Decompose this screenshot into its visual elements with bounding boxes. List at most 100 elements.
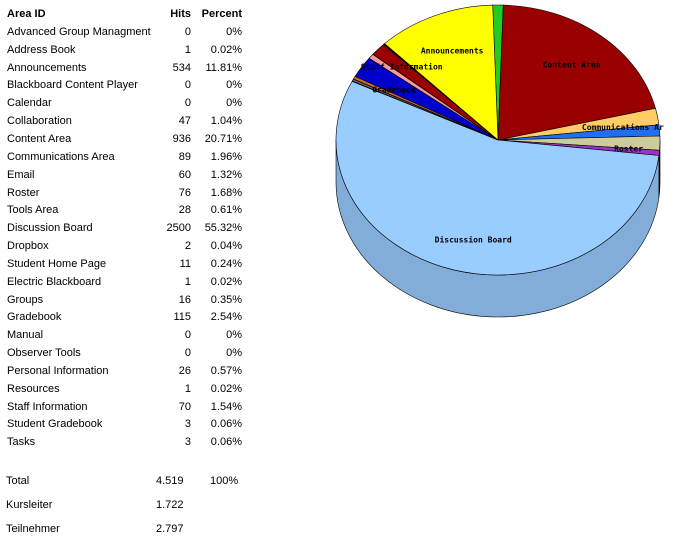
pie-label-staff-information: Staff Information — [361, 62, 443, 72]
table-row: Blackboard Content Player 0 0% — [4, 77, 245, 95]
area-cell: Advanced Group Managment — [7, 25, 151, 38]
percent-cell: 1.54% — [210, 400, 242, 413]
hits-table: Area ID Hits Percent Advanced Group Mana… — [4, 5, 245, 451]
area-cell: Address Book — [7, 43, 76, 56]
percent-cell: 0% — [226, 25, 242, 38]
table-row: Electric Blackboard 1 0.02% — [4, 273, 245, 291]
table-row: Student Gradebook 3 0.06% — [4, 416, 245, 434]
percent-cell: 0.24% — [210, 257, 242, 270]
area-cell: Groups — [7, 293, 44, 306]
table-row: Dropbox 2 0.04% — [4, 237, 245, 255]
table-row: Collaboration 47 1.04% — [4, 112, 245, 130]
area-cell: Discussion Board — [7, 222, 93, 235]
hits-cell: 16 — [178, 293, 191, 306]
pie-label-discussion-board: Discussion Board — [435, 234, 512, 244]
pie-slice-content-area — [497, 4, 656, 141]
total-hits: 4.519 — [156, 475, 184, 487]
hits-cell: 47 — [178, 115, 191, 128]
table-row: Discussion Board 2500 55.32% — [4, 219, 245, 237]
table-row: Tools Area 28 0.61% — [4, 201, 245, 219]
hits-cell: 0 — [184, 347, 191, 360]
percent-cell: 11.81% — [205, 61, 243, 74]
hits-pie-chart: Content Area Communications Ar Roster Discu… — [335, 4, 664, 318]
percent-cell: 0% — [226, 347, 242, 360]
table-row: Tasks 3 0.06% — [4, 433, 245, 451]
hits-cell: 89 — [178, 150, 191, 163]
hits-cell: 2500 — [166, 222, 191, 235]
hits-cell: 0 — [184, 329, 191, 342]
hits-cell: 115 — [173, 311, 191, 324]
column-header-percent: Percent — [201, 8, 242, 20]
percent-cell: 0% — [226, 329, 242, 342]
percent-cell: 20.71% — [204, 132, 242, 145]
hits-cell: 26 — [178, 364, 191, 377]
table-body: Advanced Group Managment 0 0% Address Book 1… — [4, 23, 245, 451]
area-cell: Observer Tools — [7, 347, 81, 360]
kursleiter-hits: 1.722 — [156, 499, 184, 511]
area-cell: Tools Area — [7, 204, 59, 217]
area-cell: Student Home Page — [7, 257, 107, 270]
pie-label-communications-area: Communications Ar — [582, 122, 664, 132]
area-cell: Student Gradebook — [7, 418, 103, 431]
table-row: Announcements 534 11.81% — [4, 59, 245, 77]
percent-cell: 1.32% — [210, 168, 242, 181]
table-row: Content Area 936 20.71% — [4, 130, 245, 148]
area-cell: Communications Area — [7, 150, 115, 163]
percent-cell: 0.02% — [210, 275, 242, 288]
hits-cell: 936 — [172, 132, 191, 145]
total-label: Total — [6, 475, 30, 487]
hits-cell: 70 — [178, 400, 191, 413]
percent-cell: 0.57% — [210, 364, 242, 377]
percent-cell: 0.02% — [210, 382, 242, 395]
pie-label-announcements: Announcements — [421, 47, 484, 56]
area-cell: Calendar — [7, 97, 52, 110]
table-row: Address Book 1 0.02% — [4, 41, 245, 59]
percent-cell: 0.35% — [210, 293, 242, 306]
percent-cell: 0.06% — [210, 436, 242, 449]
table-header-row: Area ID Hits Percent — [4, 5, 245, 23]
percent-cell: 0.04% — [210, 240, 242, 253]
table-row: Student Home Page 11 0.24% — [4, 255, 245, 273]
table-row: Communications Area 89 1.96% — [4, 148, 245, 166]
table-row: Advanced Group Managment 0 0% — [4, 23, 245, 41]
hits-cell: 0 — [184, 79, 191, 92]
area-cell: Electric Blackboard — [7, 275, 102, 288]
hits-cell: 0 — [184, 25, 191, 38]
area-cell: Blackboard Content Player — [7, 79, 138, 92]
kursleiter-label: Kursleiter — [6, 499, 53, 511]
hits-cell: 76 — [178, 186, 191, 199]
area-cell: Collaboration — [7, 115, 72, 128]
area-cell: Staff Information — [7, 400, 88, 413]
hits-cell: 3 — [184, 418, 191, 431]
table-row: Email 60 1.32% — [4, 166, 245, 184]
table-row: Resources 1 0.02% — [4, 380, 245, 398]
percent-cell: 55.32% — [204, 222, 242, 235]
area-cell: Resources — [7, 382, 60, 395]
hits-cell: 3 — [184, 436, 191, 449]
hits-cell: 534 — [172, 61, 191, 74]
area-cell: Announcements — [7, 61, 87, 74]
percent-cell: 0.02% — [210, 43, 242, 56]
table-row: Roster 76 1.68% — [4, 184, 245, 202]
percent-cell: 0% — [226, 79, 242, 92]
pie-label-gradebook: Gradebook — [372, 85, 416, 94]
percent-cell: 1.04% — [210, 115, 242, 128]
area-cell: Email — [7, 168, 35, 181]
percent-cell: 2.54% — [210, 311, 242, 324]
table-row: Calendar 0 0% — [4, 94, 245, 112]
percent-cell: 1.68% — [210, 186, 242, 199]
table-row: Staff Information 70 1.54% — [4, 398, 245, 416]
percent-cell: 0.61% — [210, 204, 242, 217]
area-cell: Content Area — [7, 132, 72, 145]
table-row: Personal Information 26 0.57% — [4, 362, 245, 380]
pie-label-content-area: Content Area — [543, 61, 601, 70]
area-cell: Manual — [7, 329, 44, 342]
table-row: Manual 0 0% — [4, 326, 245, 344]
percent-cell: 0.06% — [210, 418, 242, 431]
hits-cell: 2 — [184, 240, 191, 253]
table-row: Gradebook 115 2.54% — [4, 309, 245, 327]
teilnehmer-label: Teilnehmer — [6, 523, 60, 535]
hits-cell: 0 — [184, 97, 191, 110]
area-cell: Roster — [7, 186, 40, 199]
percent-cell: 1.96% — [210, 150, 242, 163]
